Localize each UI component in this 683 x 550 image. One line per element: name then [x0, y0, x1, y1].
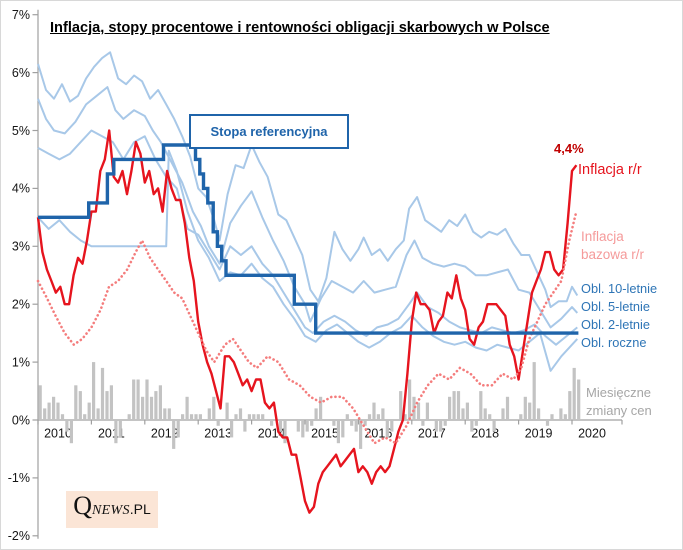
- svg-text:2011: 2011: [98, 427, 125, 441]
- svg-text:2015: 2015: [311, 427, 339, 441]
- bond-10y-series-label: Obl. 10-letnie: [581, 281, 658, 296]
- svg-text:2017: 2017: [418, 427, 446, 441]
- bond-5y-series-label: Obl. 5-letnie: [581, 299, 650, 314]
- svg-text:2%: 2%: [12, 298, 30, 312]
- bond-2y-series-label: Obl. 2-letnie: [581, 317, 650, 332]
- monthly-price-change-label-line1: Miesięczne: [586, 385, 652, 400]
- svg-text:5%: 5%: [12, 124, 30, 138]
- inflation-series-label: Inflacja r/r: [578, 162, 642, 178]
- inflation-peak-value-label: 4,4%: [554, 141, 584, 156]
- reference-rate-callout-box: Stopa referencyjna: [189, 114, 349, 149]
- svg-text:-2%: -2%: [8, 529, 30, 543]
- core-inflation-label-line2: bazowa r/r: [581, 247, 645, 262]
- svg-text:2013: 2013: [204, 427, 232, 441]
- qnews-logo-pl: .PL: [129, 501, 151, 517]
- svg-text:0%: 0%: [12, 413, 30, 427]
- svg-text:1%: 1%: [12, 355, 30, 369]
- core-inflation-label-line1: Inflacja: [581, 229, 624, 244]
- svg-text:7%: 7%: [12, 8, 30, 22]
- svg-text:-1%: -1%: [8, 471, 30, 485]
- svg-text:2019: 2019: [525, 427, 553, 441]
- svg-text:6%: 6%: [12, 66, 30, 80]
- chart-title: Inflacja, stopy procentowe i rentowności…: [50, 20, 550, 36]
- svg-text:3%: 3%: [12, 240, 30, 254]
- monthly-price-change-label-line2: zmiany cen: [586, 403, 652, 418]
- monthly-price-change-series-label: Miesięczne zmiany cen: [586, 384, 652, 420]
- qnews-logo-q: Q: [73, 491, 92, 520]
- bond-1y-series-label: Obl. roczne: [581, 335, 647, 350]
- qnews-logo: Q NEWS .PL: [66, 491, 158, 528]
- svg-text:4%: 4%: [12, 182, 30, 196]
- core-inflation-series-label: Inflacja bazowa r/r: [581, 228, 644, 264]
- reference-rate-callout-label: Stopa referencyjna: [210, 124, 328, 139]
- qnews-logo-news: NEWS: [92, 503, 130, 518]
- svg-text:2020: 2020: [578, 427, 606, 441]
- svg-text:2012: 2012: [151, 427, 179, 441]
- svg-text:2018: 2018: [471, 427, 499, 441]
- svg-text:2010: 2010: [44, 427, 72, 441]
